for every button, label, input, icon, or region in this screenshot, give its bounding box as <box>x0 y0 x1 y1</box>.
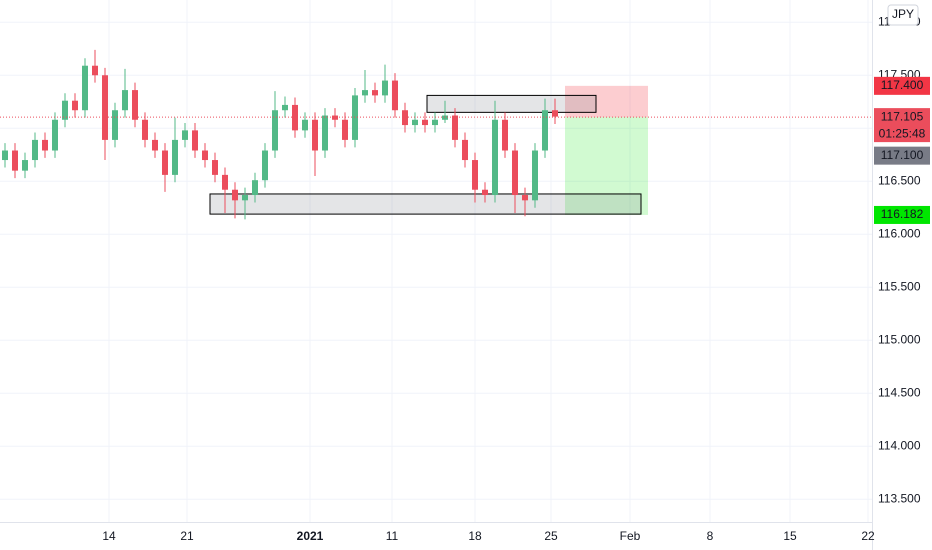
candle-body <box>272 110 278 151</box>
candle-body <box>12 150 18 171</box>
target-price-box <box>874 205 930 224</box>
bid-price-box <box>874 146 930 165</box>
candle-body <box>42 139 48 151</box>
candle-body <box>122 90 128 111</box>
y-tick-label: 115.000 <box>878 332 921 346</box>
candle-body <box>382 80 388 96</box>
candle-body <box>402 110 408 126</box>
x-tick-label: 11 <box>386 529 399 543</box>
x-tick-label: 25 <box>544 529 558 543</box>
candle-body <box>392 80 398 111</box>
candle-body <box>142 119 148 140</box>
candle-body <box>542 110 548 151</box>
candle-body <box>182 130 188 140</box>
candle-body <box>232 189 238 201</box>
candle-body <box>192 130 198 151</box>
y-tick-label: 114.500 <box>878 385 921 399</box>
target-price-label: 116.182 <box>881 207 924 221</box>
candle-body <box>552 110 558 117</box>
candle-body <box>172 139 178 175</box>
x-tick-label: 18 <box>468 529 482 543</box>
y-tick-label: 116.000 <box>878 226 921 240</box>
zone-rectangle <box>209 193 642 215</box>
candle-body <box>92 65 98 76</box>
candle-body <box>1 150 8 161</box>
candle-body <box>362 90 368 96</box>
candle-body <box>522 195 528 201</box>
candle-body <box>422 119 428 126</box>
candle-body <box>62 100 68 120</box>
candle-body <box>262 150 268 181</box>
candle-body <box>202 150 208 161</box>
x-tick-label: Feb <box>620 529 641 543</box>
candle-body <box>352 95 358 140</box>
plot-area <box>0 0 872 522</box>
candle-body <box>322 115 328 151</box>
candle-body <box>152 139 158 151</box>
candle-body <box>22 160 28 171</box>
candle-body <box>212 160 218 175</box>
stop-price-label: 117.400 <box>881 78 924 92</box>
candle-body <box>442 115 448 120</box>
candle-body <box>462 139 468 161</box>
zone-rectangle <box>426 94 597 113</box>
y-tick-label: 114.000 <box>878 438 921 452</box>
candle-body <box>532 150 538 201</box>
candle-body <box>482 189 488 196</box>
candle-body <box>292 104 298 131</box>
candle-body <box>112 110 118 140</box>
last-price-label-countdown: 01:25:48 <box>879 126 926 140</box>
candle-body <box>102 75 108 140</box>
y-tick-label: 115.500 <box>878 279 921 293</box>
candle-body <box>32 139 38 161</box>
bid-price-label: 117.100 <box>881 148 924 162</box>
candle-body <box>332 115 338 120</box>
candle-body <box>452 115 458 140</box>
candle-body <box>342 119 348 140</box>
candle-body <box>72 100 78 111</box>
candle-body <box>242 195 248 201</box>
x-tick-label: 8 <box>707 529 714 543</box>
y-tick-label: 116.500 <box>878 173 921 187</box>
candle-body <box>312 119 318 151</box>
candle-body <box>502 119 508 151</box>
last-price-label: 117.105 <box>881 109 924 123</box>
x-tick-label: 15 <box>783 529 797 543</box>
candle-body <box>372 90 378 96</box>
currency-label: JPY <box>892 7 914 21</box>
candle-body <box>302 119 308 131</box>
x-tick-label: 2021 <box>297 529 324 543</box>
candle-body <box>472 160 478 190</box>
x-tick-label: 21 <box>180 529 194 543</box>
candle-body <box>132 90 138 120</box>
candle-body <box>412 119 418 126</box>
currency-box <box>887 4 919 26</box>
candle-body <box>52 119 58 151</box>
candle-body <box>82 65 88 111</box>
stop-price-label-box <box>874 76 930 95</box>
candle-body <box>492 119 498 196</box>
candle-body <box>222 174 228 190</box>
x-tick-label: 14 <box>102 529 116 543</box>
candle-body <box>432 119 438 126</box>
y-tick-label: 113.500 <box>878 491 921 505</box>
candle-body <box>282 104 288 111</box>
target-zone <box>565 117 648 215</box>
x-tick-label: 22 <box>861 529 875 543</box>
candle-body <box>252 180 258 196</box>
candle-body <box>512 150 518 196</box>
last-price-label-box <box>874 108 930 143</box>
candle-body <box>162 150 168 175</box>
